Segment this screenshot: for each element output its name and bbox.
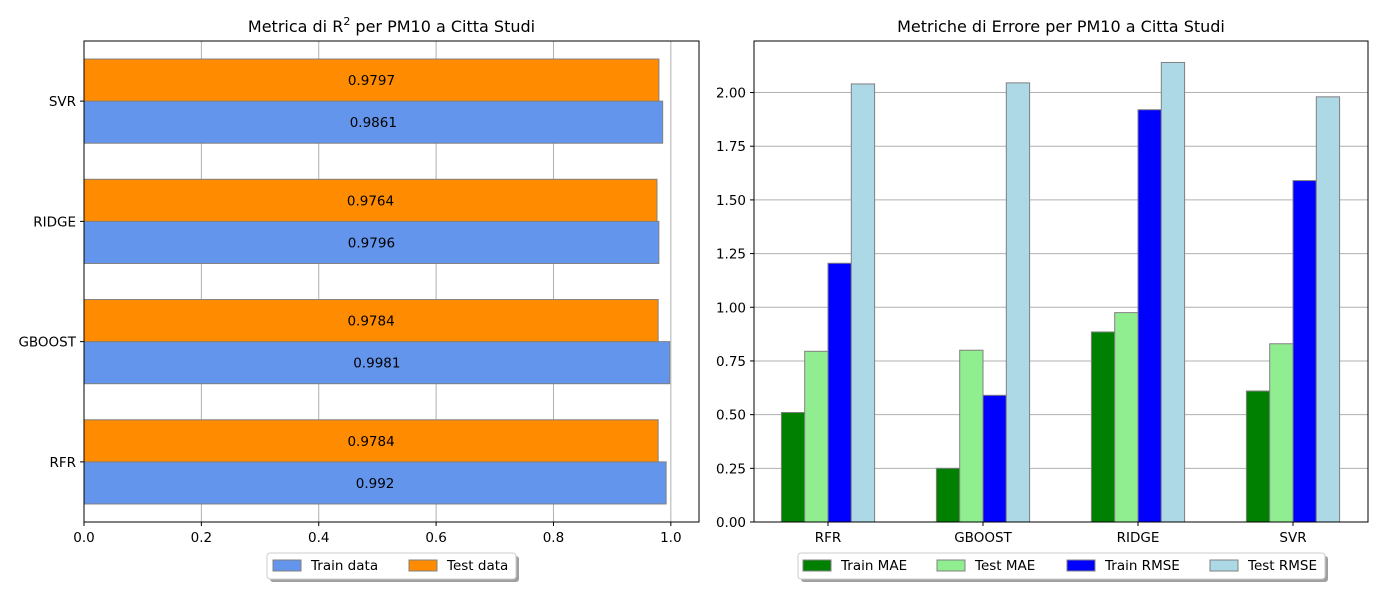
- error-bar-train-mae-svr: [1245, 390, 1271, 523]
- error-bar-test-rmse-gboost: [1005, 82, 1031, 523]
- error-bar-train-rmse-gboost: [982, 394, 1007, 523]
- error-legend-swatch-train-mae: [802, 559, 832, 572]
- error-y-tick-label: 0.25: [716, 461, 746, 477]
- error-legend-label-train-rmse: Train RMSE: [1104, 558, 1180, 574]
- error-y-tick-label: 1.25: [716, 247, 746, 263]
- error-chart-x-ticks: RFR GBOOST RIDGE SVR: [815, 522, 1307, 546]
- error-x-tick-label-ridge: RIDGE: [1117, 530, 1160, 546]
- r2-bar-train-rfr: [83, 461, 667, 505]
- error-y-tick-label: 0.00: [716, 515, 746, 531]
- error-legend-swatch-test-mae: [936, 559, 966, 572]
- r2-y-tick-label-svr: SVR: [49, 94, 76, 110]
- error-bar-test-rmse-rfr: [850, 83, 876, 523]
- error-bar-train-rmse-svr: [1292, 180, 1317, 523]
- error-chart-y-ticks: 0.00 0.25 0.50 0.75 1.00 1.25 1.50 1.75 2.00: [716, 86, 754, 531]
- r2-data-label-train-svr: 0.9861: [350, 115, 397, 131]
- error-bar-test-mae-rfr: [804, 350, 829, 523]
- r2-x-tick-label: 0.2: [191, 530, 212, 546]
- error-y-tick-label: 0.50: [716, 408, 746, 424]
- r2-bar-train-svr: [83, 100, 664, 144]
- r2-x-tick-label: 0.4: [308, 530, 329, 546]
- error-legend-swatch-train-rmse: [1066, 559, 1096, 572]
- r2-chart-legend: Train data Test data: [266, 552, 519, 582]
- r2-data-label-train-rfr: 0.992: [356, 476, 395, 492]
- r2-chart-x-ticks: 0.0 0.2 0.4 0.6 0.8 1.0: [73, 522, 682, 546]
- r2-legend-swatch-train: [272, 559, 302, 572]
- error-y-tick-label: 2.00: [716, 86, 746, 102]
- r2-y-tick-label-rfr: RFR: [49, 455, 76, 471]
- r2-data-label-test-ridge: 0.9764: [347, 193, 394, 209]
- error-chart-title: Metriche di Errore per PM10 a Citta Stud…: [897, 17, 1225, 36]
- error-bar-train-mae-rfr: [780, 411, 806, 523]
- r2-bar-test-svr: [83, 58, 660, 102]
- r2-x-tick-label: 1.0: [660, 530, 681, 546]
- r2-data-label-train-gboost: 0.9981: [353, 356, 400, 372]
- error-bar-train-rmse-rfr: [827, 262, 852, 523]
- r2-legend-label-train: Train data: [310, 558, 378, 574]
- r2-data-label-test-rfr: 0.9784: [347, 434, 394, 450]
- error-y-tick-label: 1.75: [716, 139, 746, 155]
- r2-bar-test-ridge: [83, 178, 658, 222]
- error-legend-box: [797, 552, 1326, 580]
- error-y-tick-label: 1.00: [716, 300, 746, 316]
- error-chart: Metriche di Errore per PM10 a Citta Stud…: [716, 17, 1369, 582]
- error-bar-train-mae-ridge: [1090, 331, 1116, 523]
- error-x-tick-label-gboost: GBOOST: [954, 530, 1012, 546]
- error-legend-label-test-rmse: Test RMSE: [1247, 558, 1317, 574]
- r2-legend-box: [266, 552, 517, 580]
- error-bar-test-mae-gboost: [959, 349, 984, 523]
- error-y-tick-label: 0.75: [716, 354, 746, 370]
- error-x-tick-label-rfr: RFR: [815, 530, 842, 546]
- r2-data-label-train-ridge: 0.9796: [348, 235, 395, 251]
- r2-x-tick-label: 0.6: [425, 530, 446, 546]
- error-chart-bars: [780, 61, 1341, 523]
- error-x-tick-label-svr: SVR: [1279, 530, 1306, 546]
- r2-y-tick-label-ridge: RIDGE: [33, 214, 76, 230]
- error-chart-plot-frame: [753, 40, 1369, 523]
- r2-data-label-test-gboost: 0.9784: [347, 314, 394, 330]
- r2-bar-test-gboost: [83, 299, 659, 343]
- r2-chart-plot-frame: [83, 40, 700, 523]
- r2-chart: Metrica di R2 per PM10 a Citta Studi 0.9…: [18, 15, 700, 582]
- error-bar-test-mae-svr: [1269, 343, 1294, 523]
- error-legend-swatch-test-rmse: [1209, 559, 1239, 572]
- error-bar-test-rmse-svr: [1315, 96, 1341, 523]
- error-chart-legend: Train MAE Test MAE Train RMSE Test RMSE: [797, 552, 1328, 582]
- error-bar-train-mae-gboost: [935, 467, 961, 523]
- r2-x-tick-label: 0.0: [73, 530, 94, 546]
- r2-x-tick-label: 0.8: [543, 530, 564, 546]
- r2-data-label-test-svr: 0.9797: [348, 73, 395, 89]
- error-legend-label-test-mae: Test MAE: [974, 558, 1035, 574]
- r2-legend-label-test: Test data: [446, 558, 508, 574]
- r2-y-tick-label-gboost: GBOOST: [18, 335, 76, 351]
- error-bar-test-rmse-ridge: [1160, 61, 1186, 523]
- error-y-tick-label: 1.50: [716, 193, 746, 209]
- r2-chart-data-labels: 0.992 0.9784 0.9981 0.9784 0.9796 0.9764 0.986…: [347, 73, 401, 492]
- error-bar-test-mae-ridge: [1114, 312, 1139, 523]
- error-bar-train-rmse-ridge: [1137, 109, 1162, 523]
- r2-legend-swatch-test: [408, 559, 438, 572]
- r2-chart-y-ticks: RFR GBOOST RIDGE SVR: [18, 94, 84, 471]
- error-legend-label-train-mae: Train MAE: [840, 558, 907, 574]
- r2-chart-title: Metrica di R2 per PM10 a Citta Studi: [248, 15, 535, 36]
